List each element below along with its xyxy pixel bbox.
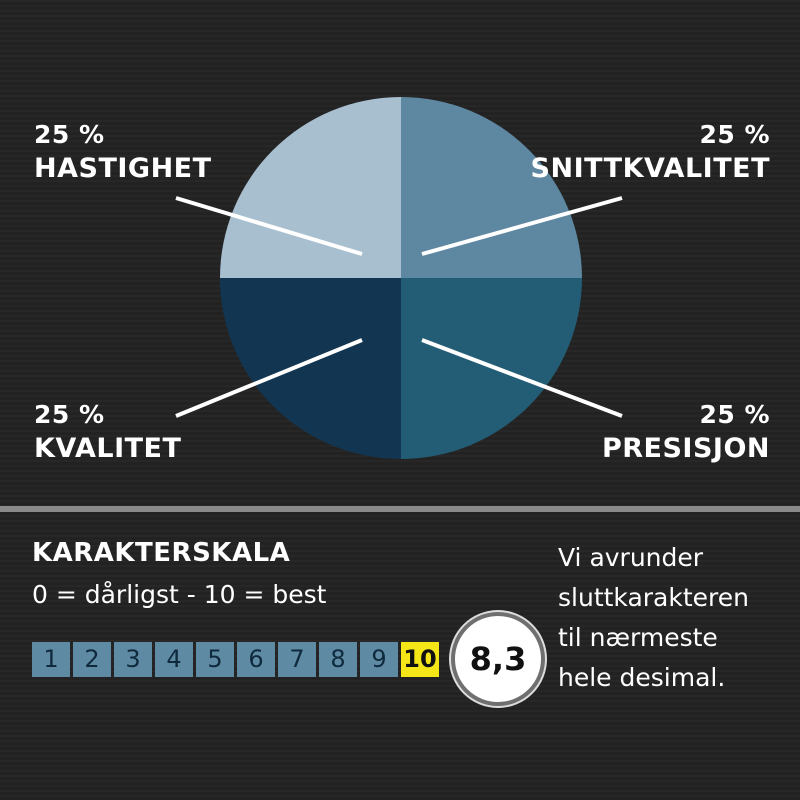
label-snittkvalitet-pct: 25 % — [699, 120, 770, 149]
rounding-note: Vi avrunder sluttkarakteren til nærmeste… — [558, 538, 788, 698]
grade-cell-1: 1 — [32, 642, 70, 677]
label-snittkvalitet-name: SNITTKVALITET — [530, 153, 770, 184]
pie-chart — [175, 97, 623, 459]
label-kvalitet-name: KVALITET — [34, 433, 182, 464]
score-badge: 8,3 — [451, 612, 545, 706]
grade-cell-8: 8 — [319, 642, 357, 677]
leader-lines — [175, 196, 623, 418]
grade-cell-7: 7 — [278, 642, 316, 677]
pie-slice-snittkvalitet — [401, 97, 582, 278]
label-presisjon: 25 % PRESISJON — [602, 398, 770, 466]
note-line-4: hele desimal. — [558, 663, 726, 692]
leader-line-hastighet — [175, 196, 363, 256]
note-line-1: Vi avrunder — [558, 543, 704, 572]
label-kvalitet: 25 % KVALITET — [34, 398, 181, 466]
pie-slices — [220, 97, 582, 459]
pie-slice-hastighet — [220, 97, 401, 278]
label-hastighet-name: HASTIGHET — [34, 153, 212, 184]
pie-slice-kvalitet — [220, 278, 401, 459]
label-hastighet-pct: 25 % — [34, 120, 105, 149]
section-divider — [0, 506, 800, 512]
label-presisjon-pct: 25 % — [699, 400, 770, 429]
leader-line-snittkvalitet — [421, 196, 623, 256]
label-hastighet: 25 % HASTIGHET — [34, 118, 212, 186]
label-presisjon-name: PRESISJON — [601, 433, 770, 464]
scale-title: KARAKTERSKALA — [32, 538, 291, 568]
grade-cell-2: 2 — [73, 642, 111, 677]
scale-subtitle: 0 = dårligst - 10 = best — [32, 580, 327, 609]
grade-scale: 1 2 3 4 5 6 7 8 9 10 — [32, 642, 439, 677]
grade-cell-6: 6 — [237, 642, 275, 677]
grade-cell-9: 9 — [360, 642, 398, 677]
grade-cell-3: 3 — [114, 642, 152, 677]
grade-cell-4: 4 — [155, 642, 193, 677]
grade-cell-10: 10 — [401, 642, 439, 677]
note-line-3: til nærmeste — [558, 623, 718, 652]
label-snittkvalitet: 25 % SNITTKVALITET — [531, 118, 770, 186]
note-line-2: sluttkarakteren — [558, 583, 749, 612]
leader-line-presisjon — [421, 338, 623, 418]
grade-cell-5: 5 — [196, 642, 234, 677]
label-kvalitet-pct: 25 % — [34, 400, 105, 429]
leader-line-kvalitet — [175, 338, 363, 418]
